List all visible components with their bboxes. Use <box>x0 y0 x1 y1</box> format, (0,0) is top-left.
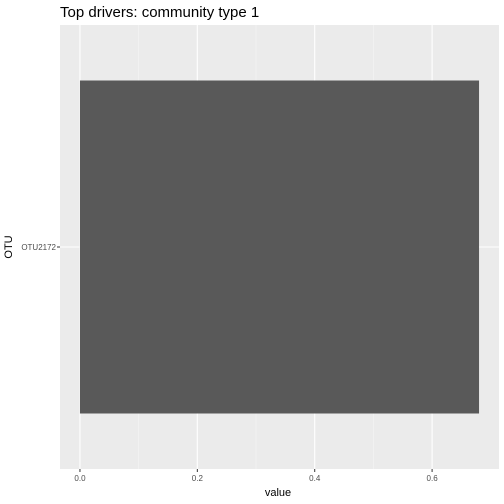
x-tick-label: 0.6 <box>427 474 439 483</box>
y-axis: OTU2172 <box>21 243 60 252</box>
y-axis-title: OTU <box>3 235 15 258</box>
x-axis: 0.0 0.2 0.4 0.6 <box>74 469 438 483</box>
chart-title: Top drivers: community type 1 <box>60 4 259 21</box>
bars <box>79 80 480 414</box>
x-axis-title: value <box>265 487 291 499</box>
y-tick-label: OTU2172 <box>21 243 56 252</box>
x-tick-label: 0.0 <box>74 474 86 483</box>
x-tick-label: 0.2 <box>192 474 204 483</box>
bar <box>79 80 480 414</box>
x-tick-label: 0.4 <box>309 474 321 483</box>
